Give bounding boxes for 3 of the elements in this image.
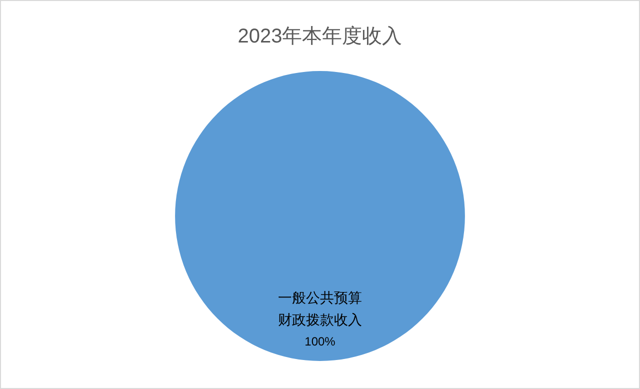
data-label: 100% bbox=[304, 334, 336, 349]
slice-label: 一般公共预算财政拨款收入 bbox=[278, 289, 362, 328]
chart-title: 2023年本年度收入 bbox=[238, 26, 402, 48]
